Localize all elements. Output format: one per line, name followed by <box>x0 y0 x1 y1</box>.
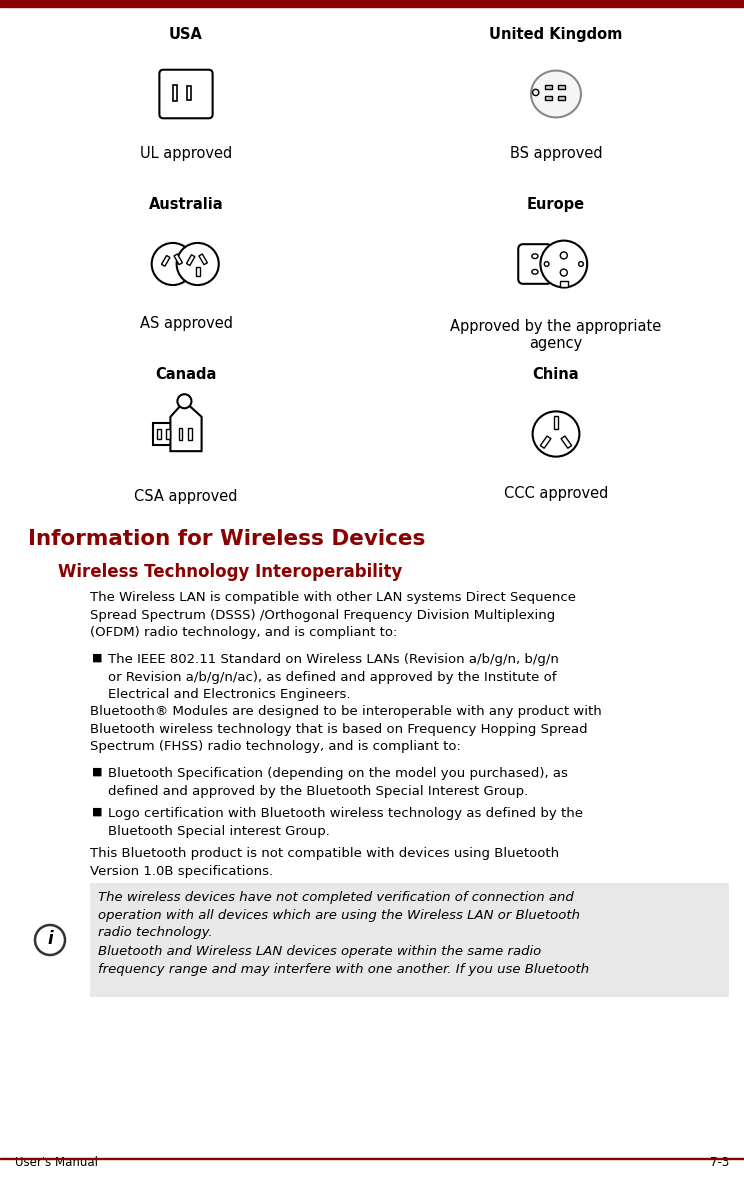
Circle shape <box>560 269 568 276</box>
Text: United Kingdom: United Kingdom <box>490 27 623 42</box>
Bar <box>90 883 729 997</box>
Text: USA: USA <box>169 27 203 42</box>
Text: This Bluetooth product is not compatible with devices using Bluetooth
Version 1.: This Bluetooth product is not compatible… <box>90 847 559 877</box>
Text: ■: ■ <box>92 768 103 777</box>
Text: Australia: Australia <box>149 197 223 212</box>
Text: Logo certification with Bluetooth wireless technology as defined by the
Bluetoot: Logo certification with Bluetooth wirele… <box>108 806 583 837</box>
Bar <box>188 428 192 440</box>
Bar <box>179 428 182 440</box>
Text: Approved by the appropriate
agency: Approved by the appropriate agency <box>450 320 661 351</box>
Text: The Wireless LAN is compatible with other LAN systems Direct Sequence
Spread Spe: The Wireless LAN is compatible with othe… <box>90 591 576 639</box>
Text: China: China <box>533 367 580 382</box>
Text: Bluetooth Specification (depending on the model you purchased), as
defined and a: Bluetooth Specification (depending on th… <box>108 768 568 797</box>
Text: CSA approved: CSA approved <box>134 489 238 503</box>
Circle shape <box>533 90 539 95</box>
Text: i: i <box>47 930 53 948</box>
Text: Bluetooth and Wireless LAN devices operate within the same radio
frequency range: Bluetooth and Wireless LAN devices opera… <box>98 946 589 975</box>
Text: Bluetooth® Modules are designed to be interoperable with any product with
Blueto: Bluetooth® Modules are designed to be in… <box>90 705 602 753</box>
Text: Europe: Europe <box>527 197 585 212</box>
Polygon shape <box>531 71 581 118</box>
Text: 7-3: 7-3 <box>710 1155 729 1170</box>
Bar <box>199 253 208 265</box>
Bar <box>0 0 744 7</box>
Bar <box>561 436 571 448</box>
Text: ■: ■ <box>92 653 103 663</box>
Bar <box>161 256 170 266</box>
Bar <box>0 1158 744 1159</box>
Text: The IEEE 802.11 Standard on Wireless LANs (Revision a/b/g/n, b/g/n
or Revision a: The IEEE 802.11 Standard on Wireless LAN… <box>108 653 559 702</box>
Text: Information for Wireless Devices: Information for Wireless Devices <box>28 529 426 549</box>
Circle shape <box>545 262 549 266</box>
FancyBboxPatch shape <box>159 70 213 118</box>
Text: CCC approved: CCC approved <box>504 486 608 501</box>
Bar <box>560 281 568 288</box>
Circle shape <box>540 241 587 288</box>
Bar <box>173 85 177 101</box>
Circle shape <box>152 243 193 285</box>
Text: BS approved: BS approved <box>510 146 603 162</box>
Circle shape <box>177 394 191 408</box>
Bar <box>166 428 170 440</box>
Ellipse shape <box>532 270 538 275</box>
Bar <box>540 436 551 448</box>
Bar <box>174 253 182 265</box>
Bar <box>545 95 553 100</box>
Bar <box>554 416 558 429</box>
Text: Canada: Canada <box>155 367 217 382</box>
Circle shape <box>579 262 583 266</box>
Bar <box>187 86 191 100</box>
Circle shape <box>560 252 568 259</box>
Bar <box>545 85 553 90</box>
Ellipse shape <box>533 411 580 456</box>
Text: AS approved: AS approved <box>140 316 232 331</box>
Text: Wireless Technology Interoperability: Wireless Technology Interoperability <box>58 564 403 581</box>
Text: User's Manual: User's Manual <box>15 1155 98 1170</box>
Bar <box>196 268 199 277</box>
Bar <box>153 423 175 444</box>
Text: UL approved: UL approved <box>140 146 232 162</box>
FancyBboxPatch shape <box>519 244 551 284</box>
Bar <box>157 428 161 440</box>
Bar <box>187 255 195 265</box>
Circle shape <box>176 243 219 285</box>
Text: The wireless devices have not completed verification of connection and
operation: The wireless devices have not completed … <box>98 891 580 938</box>
Bar <box>558 95 565 100</box>
Ellipse shape <box>532 253 538 258</box>
Circle shape <box>35 926 65 955</box>
Text: ■: ■ <box>92 806 103 817</box>
Polygon shape <box>170 401 202 452</box>
Bar <box>558 85 565 90</box>
